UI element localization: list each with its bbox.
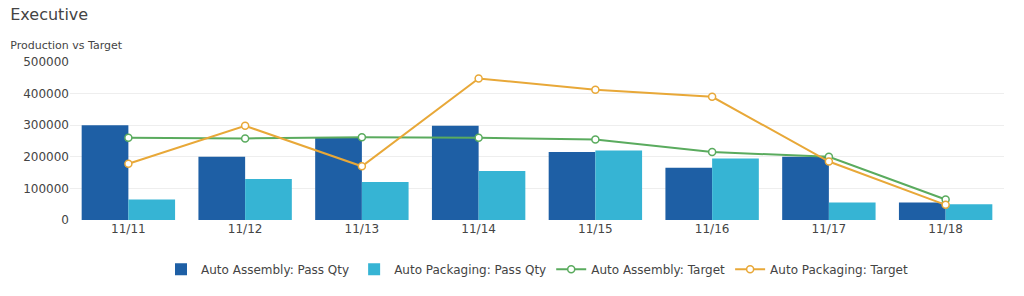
svg-text:11/13: 11/13 (345, 222, 380, 236)
svg-text:Auto Assembly: Pass Qty: Auto Assembly: Pass Qty (201, 263, 349, 277)
svg-text:11/14: 11/14 (461, 222, 496, 236)
svg-text:Executive: Executive (10, 5, 88, 24)
svg-text:500000: 500000 (23, 55, 69, 69)
svg-text:11/15: 11/15 (578, 222, 613, 236)
svg-text:11/18: 11/18 (928, 222, 963, 236)
svg-text:300000: 300000 (23, 118, 69, 132)
svg-text:Auto Packaging: Pass Qty: Auto Packaging: Pass Qty (394, 263, 546, 277)
svg-text:Auto Packaging: Target: Auto Packaging: Target (770, 263, 908, 277)
svg-text:11/11: 11/11 (111, 222, 146, 236)
svg-text:11/12: 11/12 (228, 222, 263, 236)
svg-text:200000: 200000 (23, 150, 69, 164)
svg-text:11/16: 11/16 (695, 222, 730, 236)
svg-text:0: 0 (61, 213, 69, 227)
svg-text:400000: 400000 (23, 87, 69, 101)
svg-text:Auto Assembly: Target: Auto Assembly: Target (591, 263, 725, 277)
svg-text:Production vs Target: Production vs Target (10, 39, 122, 52)
svg-text:100000: 100000 (23, 182, 69, 196)
svg-text:11/17: 11/17 (812, 222, 847, 236)
